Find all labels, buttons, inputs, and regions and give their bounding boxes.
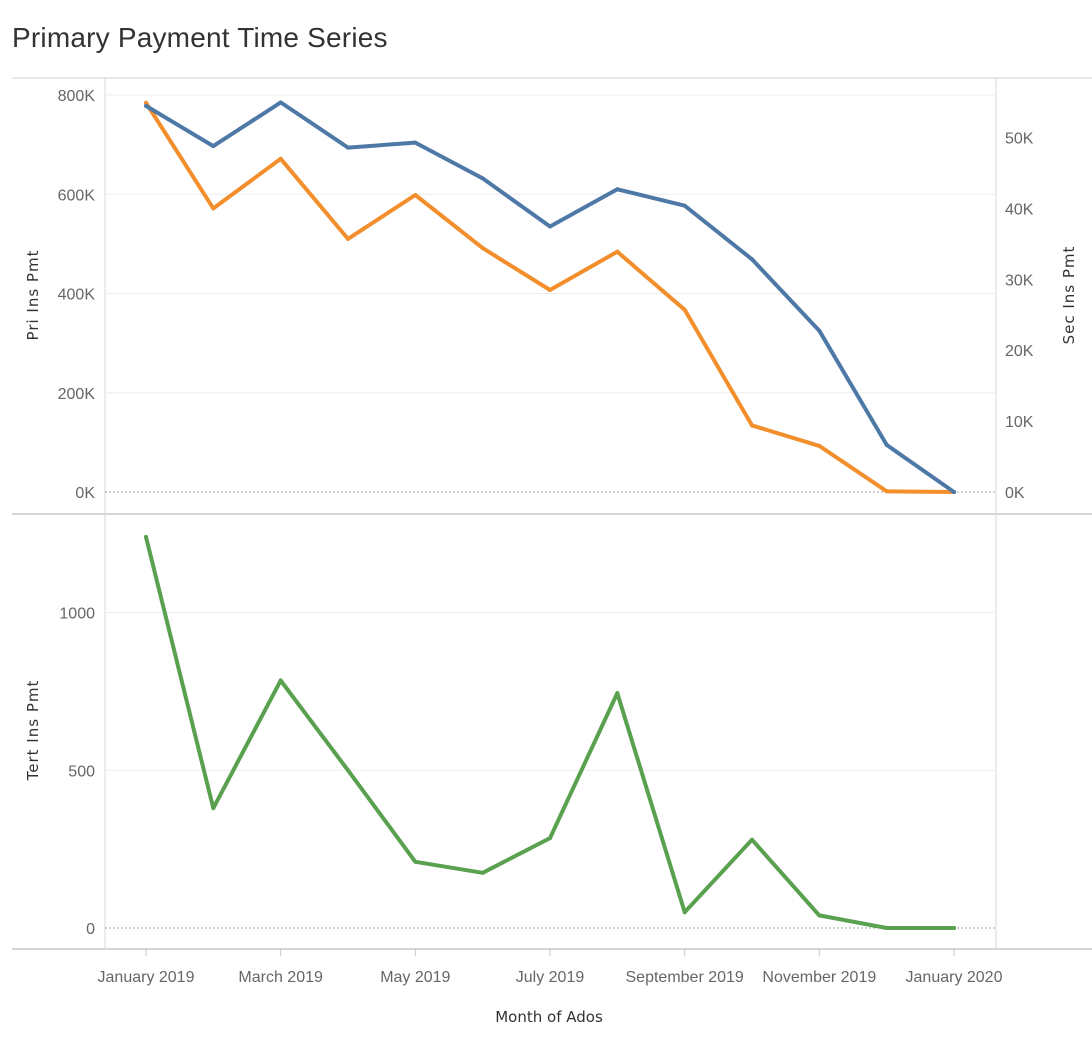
sec-ins-pmt-line-point [548, 287, 552, 292]
bottom-gridlines [105, 612, 996, 929]
y-tick-right: 40K [1005, 201, 1034, 218]
pri-ins-pmt-line [144, 100, 956, 494]
pri-ins-pmt-line-point [278, 100, 283, 105]
x-tick-label: January 2019 [98, 969, 195, 986]
series-lines [144, 100, 956, 930]
sec-ins-pmt-line-point [682, 307, 687, 312]
x-axis-title: Month of Ados [495, 1008, 603, 1026]
tert-ins-pmt-line-point [346, 768, 350, 773]
y-tick-left: 0K [75, 485, 95, 502]
y-tick-bottom: 500 [68, 763, 95, 780]
pri-ins-pmt-line-point [480, 176, 485, 181]
x-tick-label: January 2020 [906, 969, 1003, 986]
tert-ins-pmt-line-point [615, 691, 620, 696]
x-tick-label: July 2019 [516, 969, 585, 986]
sec-ins-pmt-line-point [211, 206, 216, 211]
tert-ins-pmt-line-point [682, 910, 687, 915]
y-tick-right: 10K [1005, 414, 1034, 431]
pri-ins-pmt-line-point [817, 328, 822, 333]
tert-ins-pmt-line-point [952, 926, 956, 930]
sec-ins-pmt-line-point [480, 246, 485, 251]
sec-ins-pmt-line-point [144, 100, 148, 105]
sec-ins-pmt-line-point [278, 156, 283, 161]
chart-title: Primary Payment Time Series [12, 22, 388, 53]
sec-ins-pmt-line-point [817, 443, 822, 448]
y-tick-right: 20K [1005, 343, 1034, 360]
top-gridlines [105, 94, 996, 493]
tert-ins-pmt-line-point [211, 806, 216, 811]
x-tick-label: May 2019 [380, 969, 450, 986]
x-tick-label: September 2019 [626, 969, 744, 986]
x-tick-label: November 2019 [762, 969, 876, 986]
tert-ins-pmt-line-point [548, 836, 552, 841]
pri-ins-pmt-line-point [211, 144, 216, 149]
y-axis-title-left: Pri Ins Pmt [24, 250, 42, 341]
y-tick-right: 0K [1005, 485, 1025, 502]
pri-ins-pmt-line-point [884, 442, 889, 447]
sec-ins-pmt-line-point [884, 489, 889, 494]
tert-ins-pmt-line-point [278, 678, 283, 683]
pri-ins-pmt-line-point [615, 187, 620, 192]
y-tick-left: 400K [58, 287, 96, 304]
y-axis-title-bottom: Tert Ins Pmt [24, 680, 42, 782]
tert-ins-pmt-line-point [480, 870, 485, 875]
tert-ins-pmt-line [144, 535, 956, 930]
y-tick-left: 800K [58, 88, 96, 105]
y-tick-right: 30K [1005, 272, 1034, 289]
pri-ins-pmt-line-point [548, 224, 552, 229]
tert-ins-pmt-line-point [817, 913, 822, 918]
tert-ins-pmt-line-point [750, 837, 754, 842]
x-tick-label: March 2019 [238, 969, 323, 986]
y-tick-left: 600K [58, 187, 96, 204]
sec-ins-pmt-line-point [750, 423, 754, 428]
pri-ins-pmt-line-point [144, 103, 148, 108]
sec-ins-pmt-line [144, 100, 956, 494]
y-tick-bottom: 0 [86, 921, 95, 938]
sec-ins-pmt-line-point [615, 249, 620, 254]
pri-ins-pmt-line-point [682, 203, 687, 208]
pri-ins-pmt-line-point [346, 145, 350, 150]
pri-ins-pmt-line-point [750, 257, 754, 262]
tert-ins-pmt-line-point [144, 535, 148, 539]
pri-ins-pmt-line-point [952, 490, 956, 494]
tert-ins-pmt-line-point [884, 926, 889, 930]
y-axis-title-right: Sec Ins Pmt [1060, 246, 1078, 345]
pri-ins-pmt-line-point [413, 140, 418, 145]
sec-ins-pmt-line-point [413, 192, 418, 197]
y-tick-left: 200K [58, 386, 96, 403]
sec-ins-pmt-line-point [346, 236, 350, 241]
tert-ins-pmt-line-point [413, 859, 418, 864]
y-tick-bottom: 1000 [59, 606, 95, 623]
axis-ticks: 0K 200K 400K 600K 800K 0K 10K 20K 30K 40K 50K 0 500 1… [58, 88, 1034, 986]
y-tick-right: 50K [1005, 131, 1034, 148]
